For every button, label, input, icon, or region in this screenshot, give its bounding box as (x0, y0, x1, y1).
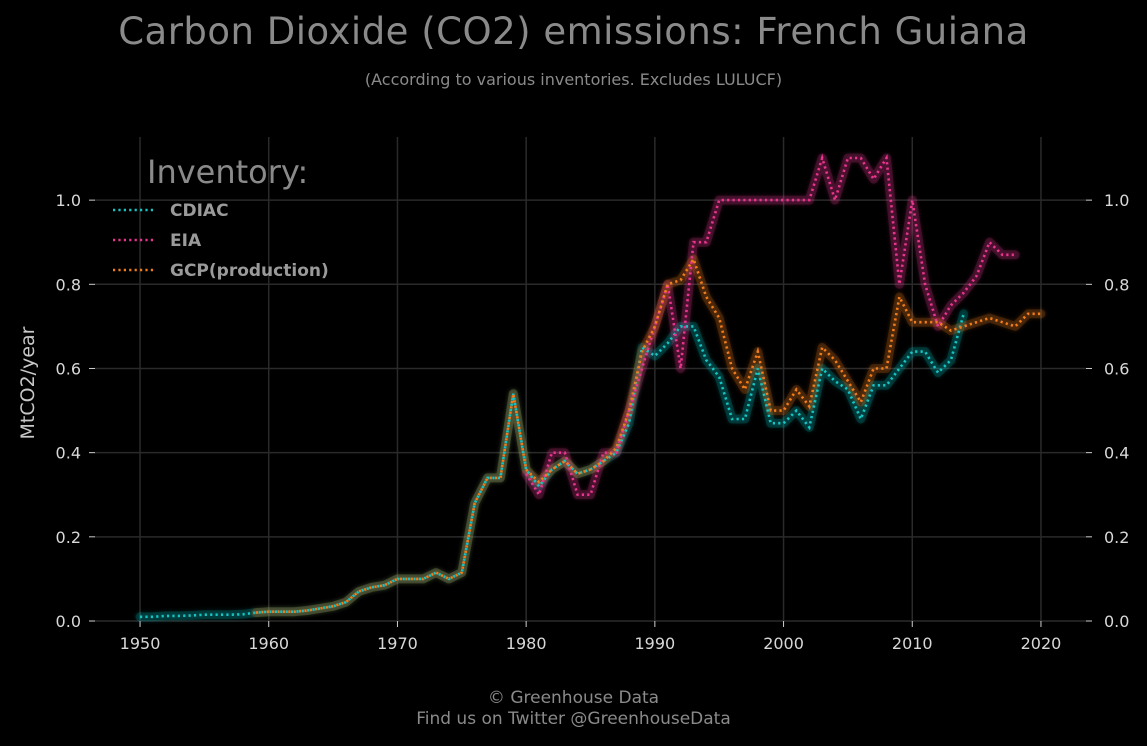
x-tick-label: 2010 (892, 634, 933, 653)
footer: © Greenhouse Data Find us on Twitter @Gr… (0, 688, 1147, 730)
legend-title: Inventory: (147, 153, 308, 191)
series-line-gcp-production- (255, 256, 1041, 614)
chart-title: Carbon Dioxide (CO2) emissions: French G… (118, 10, 1029, 53)
x-tick-label: 1990 (634, 634, 675, 653)
legend-label: CDIAC (170, 201, 229, 221)
y-tick-label-right: 0.2 (1104, 528, 1129, 547)
x-tick-label: 1950 (120, 634, 161, 653)
series-line-cdiac (140, 313, 965, 619)
y-tick-label-left: 0.2 (56, 528, 81, 547)
x-tick-label: 1980 (506, 634, 547, 653)
y-tick-label-right: 0.6 (1104, 359, 1129, 378)
axes: 1950 1960 1970 1980 1990 2000 2010 2020 0.0 0.0 0.… (56, 191, 1130, 653)
x-tick-label: 1970 (377, 634, 418, 653)
y-axis-label: MtCO2/year (17, 326, 39, 439)
grid-lines (95, 137, 1086, 622)
y-tick-label-right: 1.0 (1104, 191, 1129, 210)
y-tick-label-left: 0.6 (56, 359, 81, 378)
legend-label: EIA (170, 231, 202, 251)
y-tick-label-right: 0.0 (1104, 612, 1129, 631)
y-tick-label-right: 0.8 (1104, 275, 1129, 294)
legend-label: GCP(production) (170, 261, 329, 281)
y-tick-label-left: 0.8 (56, 275, 81, 294)
y-tick-label-left: 0.4 (56, 444, 81, 463)
copyright-text: © Greenhouse Data (487, 688, 660, 708)
twitter-credit: Find us on Twitter @GreenhouseData (416, 709, 731, 729)
y-tick-label-left: 1.0 (56, 191, 81, 210)
y-tick-label-left: 0.0 (56, 612, 81, 631)
x-tick-label: 1960 (248, 634, 289, 653)
x-tick-label: 2000 (763, 634, 804, 653)
series-lines (135, 153, 1046, 622)
legend: Inventory: CDIAC EIA GCP(production) (113, 153, 329, 281)
series-glow-gcp-production- (251, 254, 1046, 618)
series-line-eia (524, 153, 1016, 498)
chart-subtitle: (According to various inventories. Exclu… (364, 70, 783, 89)
y-tick-label-right: 0.4 (1104, 444, 1129, 463)
x-tick-label: 2020 (1021, 634, 1062, 653)
